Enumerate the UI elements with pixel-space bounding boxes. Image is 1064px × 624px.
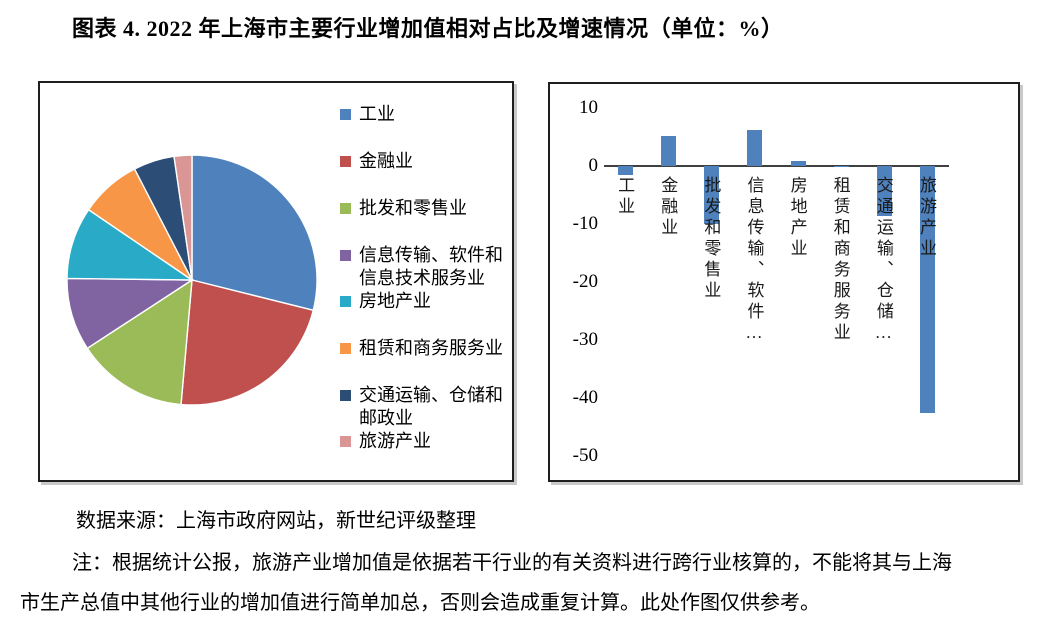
- legend-swatch: [340, 203, 351, 214]
- figure-title: 图表 4. 2022 年上海市主要行业增加值相对占比及增速情况（单位：%）: [72, 16, 784, 41]
- x-category-label: 金融业: [658, 176, 678, 239]
- x-category-label: 房地产业: [787, 176, 807, 260]
- bar: [876, 166, 892, 216]
- legend-item: 租赁和商务服务业: [340, 337, 503, 360]
- legend-swatch: [340, 436, 351, 447]
- pie-legend: 工业金融业批发和零售业信息传输、软件和 信息技术服务业房地产业租赁和商务服务业交通…: [340, 103, 503, 477]
- legend-label: 旅游产业: [359, 431, 431, 451]
- bar: [704, 166, 720, 224]
- bar: [790, 160, 806, 166]
- legend-label: 交通运输、仓储和 邮政业: [359, 385, 503, 428]
- bar: [618, 166, 634, 175]
- x-category-label: 信息传输、软件…: [744, 176, 764, 346]
- legend-label: 工业: [359, 104, 395, 124]
- x-category-label: 批发和零售业: [701, 176, 721, 302]
- x-category-label: 旅游产业: [916, 176, 936, 260]
- bar: [747, 130, 763, 166]
- bar: [661, 135, 677, 166]
- legend-swatch: [340, 296, 351, 307]
- y-tick-label: -20: [572, 271, 598, 292]
- legend-item: 交通运输、仓储和 邮政业: [340, 384, 503, 430]
- legend-swatch: [340, 109, 351, 120]
- y-tick-label: -40: [572, 387, 598, 408]
- zero-axis-line: [604, 165, 949, 167]
- y-tick-label: -30: [572, 329, 598, 350]
- legend-item: 批发和零售业: [340, 197, 503, 220]
- legend-item: 金融业: [340, 150, 503, 173]
- bar-chart: 10 0 -10 -20 -30 -40 -50 工业 金融业 批发和零售业 信息传输、软件… 房地产…: [550, 84, 1018, 480]
- legend-swatch: [340, 390, 351, 401]
- pie-slice: [191, 154, 318, 312]
- pie-slice: [173, 154, 193, 281]
- legend-swatch: [340, 156, 351, 167]
- y-tick-label: 10: [579, 97, 598, 118]
- x-category-label: 租赁和商务服务业: [830, 176, 850, 344]
- legend-label: 租赁和商务服务业: [359, 338, 503, 358]
- y-tick-label: -10: [572, 213, 598, 234]
- bar-chart-panel: 10 0 -10 -20 -30 -40 -50 工业 金融业 批发和零售业 信息传输、软件… 房地产…: [548, 82, 1020, 482]
- x-category-label: 交通运输、仓储…: [873, 176, 893, 346]
- pie-chart: [66, 154, 318, 406]
- pie-slice: [86, 278, 193, 406]
- legend-item: 旅游产业: [340, 430, 503, 453]
- pie-chart-panel: 工业金融业批发和零售业信息传输、软件和 信息技术服务业房地产业租赁和商务服务业交通…: [38, 81, 514, 482]
- note-text-line1: 注：根据统计公报，旅游产业增加值是依据若干行业的有关资料进行跨行业核算的，不能将…: [72, 552, 952, 574]
- y-tick-label: 0: [588, 155, 599, 176]
- data-source-text: 数据来源：上海市政府网站，新世纪评级整理: [76, 510, 476, 532]
- legend-swatch: [340, 250, 351, 261]
- legend-label: 金融业: [359, 151, 413, 171]
- note-text-line2: 市生产总值中其他行业的增加值进行简单加总，否则会造成重复计算。此处作图仅供参考。: [20, 592, 820, 614]
- bar: [833, 166, 849, 168]
- legend-label: 信息传输、软件和 信息技术服务业: [359, 245, 503, 288]
- pie-slice: [180, 279, 315, 406]
- legend-label: 批发和零售业: [359, 198, 467, 218]
- legend-item: 工业: [340, 103, 503, 126]
- legend-label: 房地产业: [359, 291, 431, 311]
- legend-item: 房地产业: [340, 290, 503, 313]
- legend-item: 信息传输、软件和 信息技术服务业: [340, 244, 503, 290]
- bar: [919, 166, 935, 413]
- x-category-label: 工业: [615, 176, 635, 218]
- y-tick-label: -50: [572, 445, 598, 466]
- legend-swatch: [340, 343, 351, 354]
